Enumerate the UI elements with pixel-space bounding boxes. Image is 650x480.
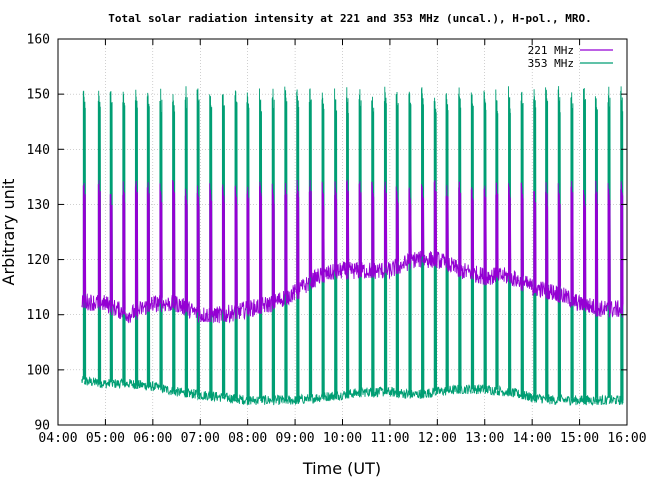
series-layer [81,86,624,406]
x-tick-label: 06:00 [133,431,172,446]
series-line-221mhz [81,179,624,324]
y-axis: 90 100 110 120 130 140 150 160 [27,33,627,434]
y-tick-label: 160 [27,33,50,48]
y-tick-label: 150 [27,88,50,103]
legend-label-221: 221 MHz [528,44,574,57]
x-tick-label: 16:00 [607,431,646,446]
y-tick-label: 100 [27,363,50,378]
y-tick-label: 90 [34,419,50,434]
x-tick-label: 09:00 [276,431,315,446]
y-tick-label: 110 [27,308,50,323]
series-line-353mhz [81,86,624,406]
x-tick-label: 05:00 [86,431,125,446]
y-axis-title: Arbitrary unit [0,179,18,286]
chart-title: Total solar radiation intensity at 221 a… [108,12,591,25]
x-tick-label: 11:00 [370,431,409,446]
x-tick-label: 15:00 [560,431,599,446]
x-tick-label: 08:00 [228,431,267,446]
y-tick-label: 120 [27,253,50,268]
y-tick-label: 130 [27,198,50,213]
legend-label-353: 353 MHz [528,57,574,70]
x-tick-label: 13:00 [465,431,504,446]
x-tick-label: 04:00 [38,431,77,446]
x-axis-title: Time (UT) [302,459,381,478]
x-tick-label: 10:00 [323,431,362,446]
x-tick-label: 12:00 [418,431,457,446]
x-axis: 04:00 05:00 06:00 07:00 08:00 09:00 10:00 11:00… [38,39,647,446]
legend: 221 MHz 353 MHz [528,44,613,70]
x-tick-label: 14:00 [513,431,552,446]
x-tick-label: 07:00 [181,431,220,446]
grid [57,38,628,426]
y-tick-label: 140 [27,143,50,158]
